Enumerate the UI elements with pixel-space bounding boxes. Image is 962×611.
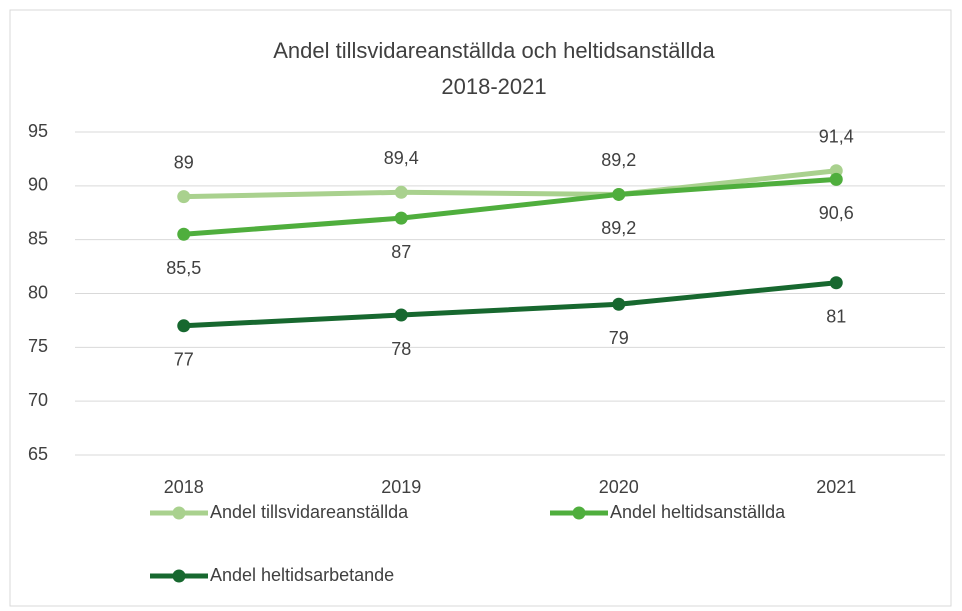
chart-subtitle: 2018-2021: [441, 74, 546, 99]
data-point: [829, 172, 843, 186]
x-tick-label: 2021: [816, 477, 856, 497]
data-point: [829, 276, 843, 290]
y-tick-label: 95: [28, 121, 48, 141]
data-point: [394, 211, 408, 225]
data-label: 89: [174, 152, 194, 172]
legend-label: Andel heltidsarbetande: [210, 565, 394, 585]
x-tick-label: 2018: [164, 477, 204, 497]
y-tick-label: 65: [28, 444, 48, 464]
data-label: 90,6: [819, 203, 854, 223]
data-label: 78: [391, 339, 411, 359]
y-tick-label: 75: [28, 336, 48, 356]
data-label: 91,4: [819, 127, 854, 147]
data-label: 87: [391, 242, 411, 262]
y-tick-label: 90: [28, 175, 48, 195]
series-line: [181, 280, 839, 329]
legend-marker: [572, 506, 586, 520]
data-label: 89,4: [384, 148, 419, 168]
data-point: [612, 297, 626, 311]
data-point: [394, 185, 408, 199]
data-label: 89,2: [601, 218, 636, 238]
data-point: [177, 190, 191, 204]
data-label: 85,5: [166, 258, 201, 278]
x-tick-label: 2020: [599, 477, 639, 497]
data-point: [177, 319, 191, 333]
legend-marker: [172, 506, 186, 520]
x-tick-label: 2019: [381, 477, 421, 497]
series-line: [181, 168, 839, 200]
data-label: 79: [609, 328, 629, 348]
chart-frame: [9, 9, 952, 607]
data-label: 77: [174, 350, 194, 370]
data-point: [177, 227, 191, 241]
data-label: 81: [826, 306, 846, 326]
y-tick-label: 85: [28, 228, 48, 248]
legend-label: Andel heltidsanställda: [610, 502, 786, 522]
legend-label: Andel tillsvidareanställda: [210, 502, 409, 522]
data-label: 89,2: [601, 150, 636, 170]
legend-marker: [172, 569, 186, 583]
series-line: [181, 176, 839, 237]
y-tick-label: 70: [28, 390, 48, 410]
chart-title: Andel tillsvidareanställda och heltidsan…: [273, 38, 715, 63]
data-point: [394, 308, 408, 322]
y-tick-label: 80: [28, 282, 48, 302]
data-point: [612, 187, 626, 201]
